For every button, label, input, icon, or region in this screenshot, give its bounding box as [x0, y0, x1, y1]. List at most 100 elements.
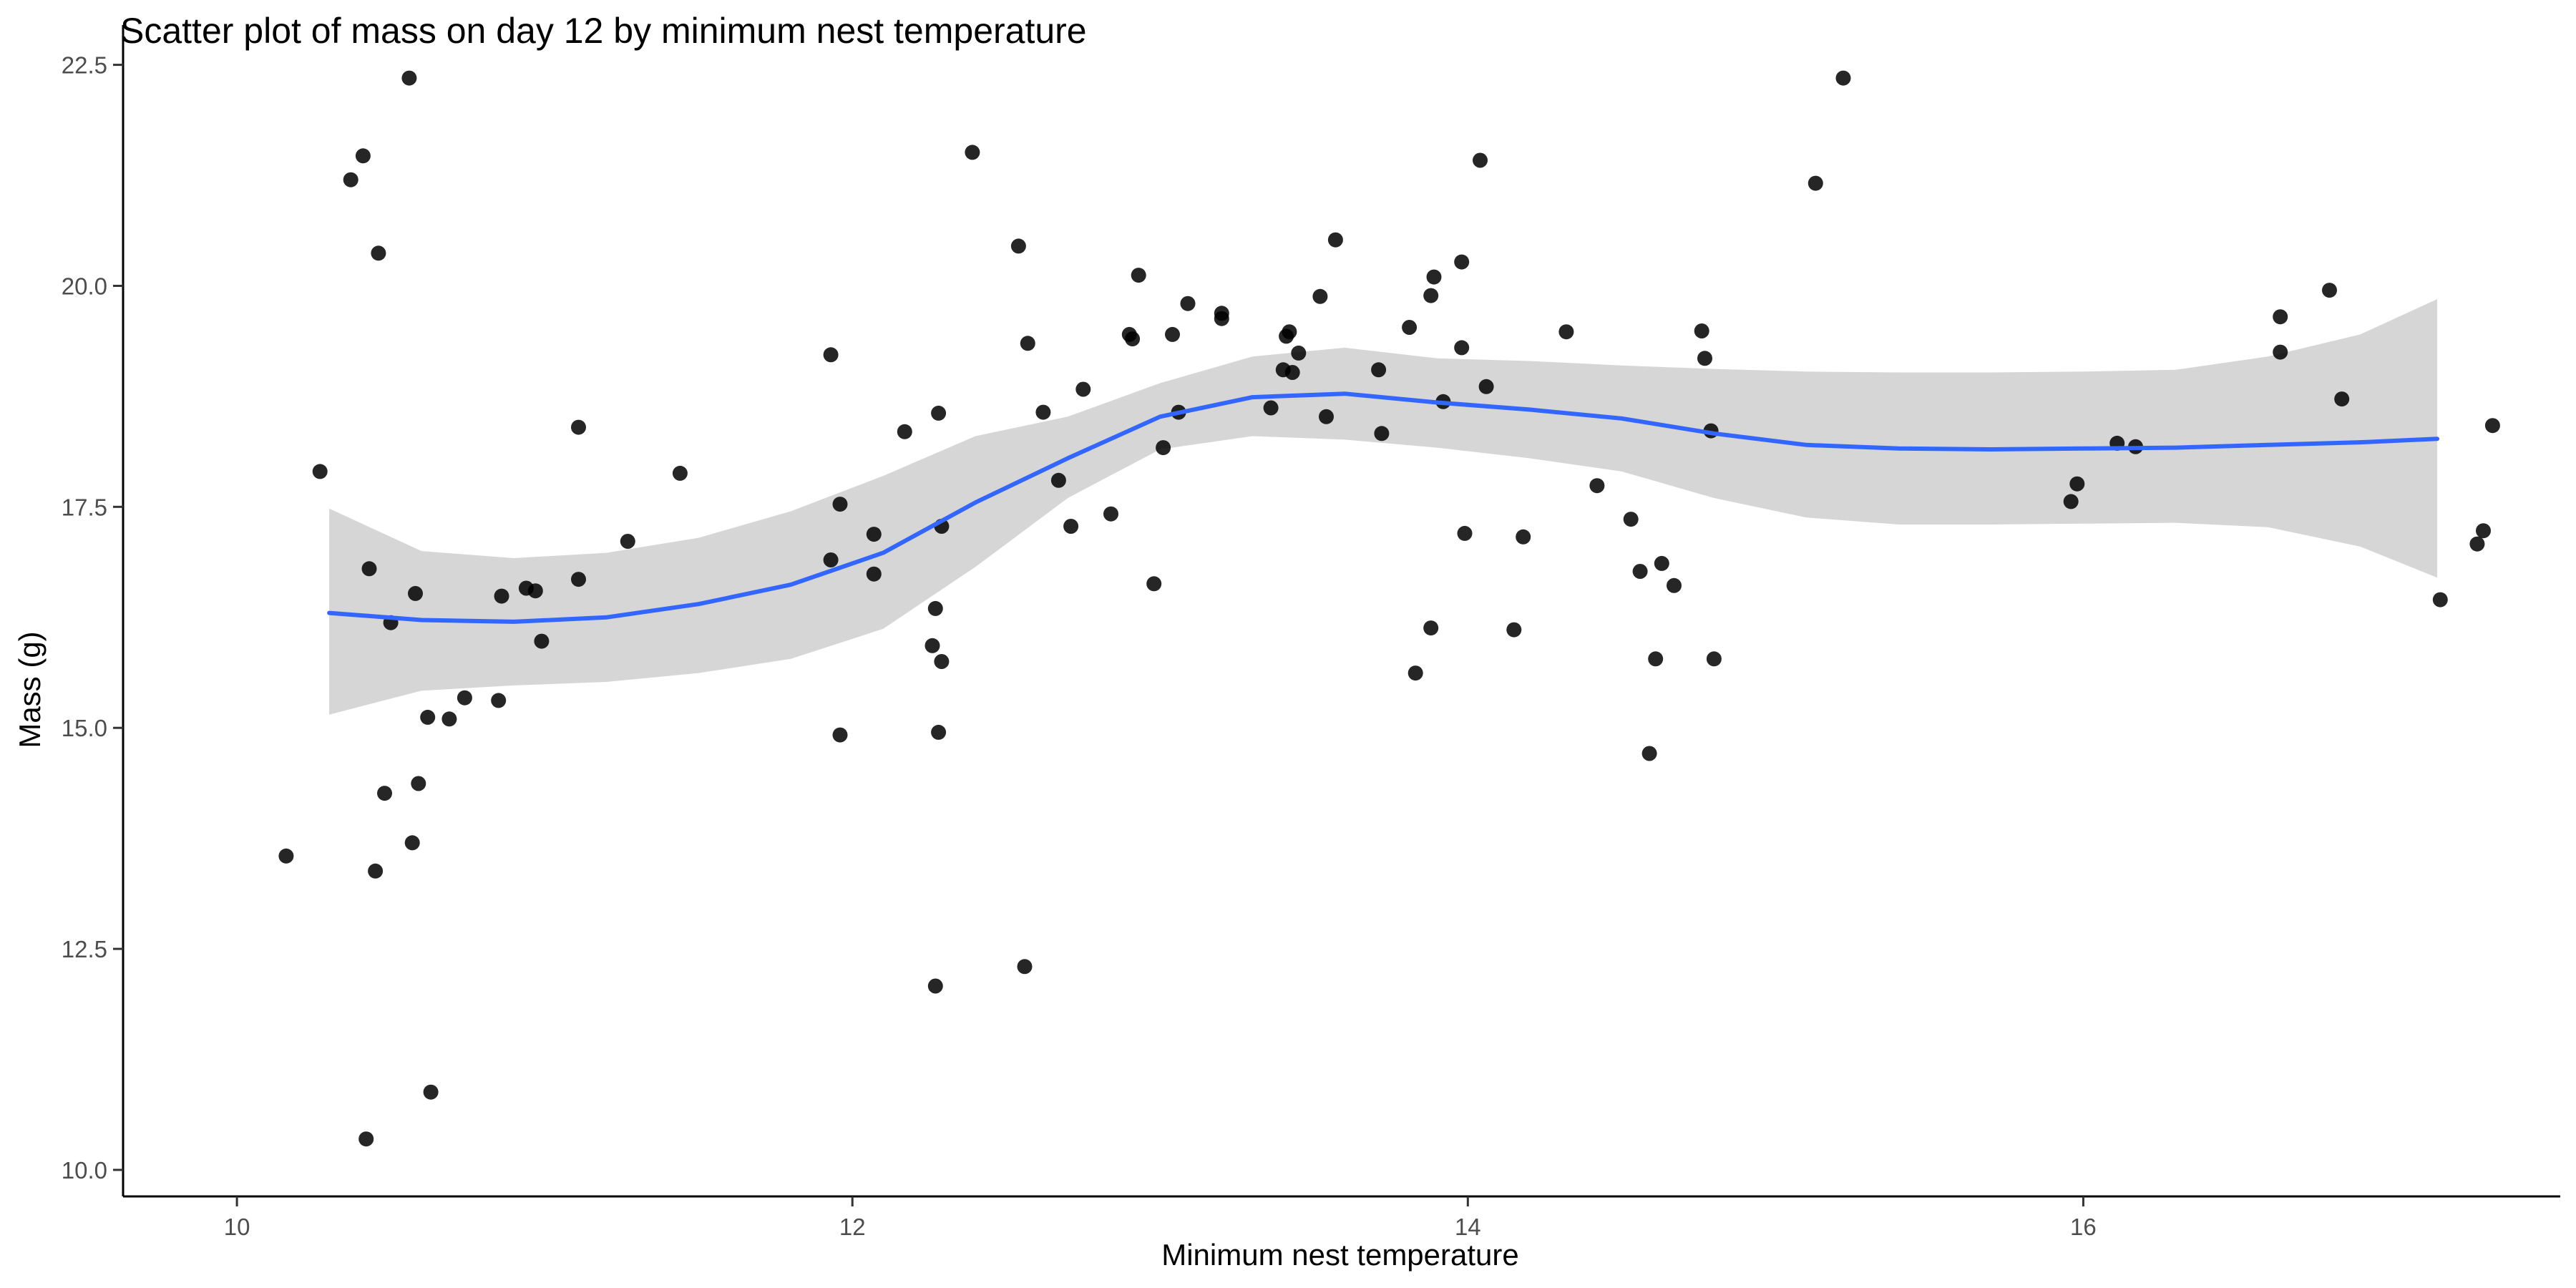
- data-point: [1291, 345, 1307, 361]
- data-point: [1402, 320, 1418, 335]
- data-point: [1050, 472, 1066, 488]
- data-point: [1706, 651, 1722, 667]
- x-tick-label: 10: [224, 1214, 250, 1240]
- data-point: [441, 711, 457, 727]
- data-point: [404, 835, 420, 851]
- data-point: [377, 786, 392, 801]
- data-point: [355, 148, 371, 164]
- data-point: [1835, 70, 1851, 86]
- data-point: [927, 978, 943, 994]
- data-point: [1457, 525, 1473, 541]
- data-point: [457, 690, 472, 706]
- data-point: [1558, 324, 1574, 340]
- data-point: [1214, 311, 1229, 326]
- data-point: [1667, 577, 1682, 593]
- data-point: [1473, 152, 1488, 168]
- data-point: [2063, 494, 2079, 509]
- x-axis-label: Minimum nest temperature: [1161, 1238, 1519, 1272]
- data-point: [1694, 323, 1709, 338]
- data-point: [1506, 622, 1522, 638]
- data-point: [2476, 523, 2491, 539]
- data-point: [571, 572, 586, 587]
- data-point: [672, 465, 688, 481]
- y-tick-label: 22.5: [62, 52, 107, 79]
- data-point: [924, 638, 940, 653]
- data-point: [927, 600, 943, 616]
- data-point: [1478, 379, 1494, 394]
- data-point: [1075, 381, 1091, 397]
- data-point: [534, 633, 550, 649]
- data-point: [1156, 440, 1171, 456]
- data-point: [866, 527, 882, 542]
- data-point: [866, 566, 882, 582]
- data-point: [1423, 620, 1439, 636]
- data-point: [1407, 665, 1423, 681]
- data-point: [832, 727, 848, 743]
- confidence-band: [329, 299, 2437, 715]
- data-point: [491, 693, 507, 708]
- data-point: [1312, 288, 1328, 304]
- data-point: [423, 1084, 439, 1100]
- smooth-line: [327, 391, 2439, 624]
- y-tick-label: 15.0: [62, 715, 107, 741]
- data-point: [571, 419, 586, 435]
- data-point: [1426, 269, 1442, 285]
- data-point: [358, 1131, 374, 1147]
- data-point: [2432, 592, 2448, 608]
- data-point: [1423, 288, 1439, 303]
- data-point: [1516, 529, 1531, 545]
- data-point: [1454, 340, 1470, 356]
- data-point: [1327, 232, 1343, 248]
- data-point: [1010, 238, 1026, 254]
- data-point: [1146, 576, 1162, 592]
- data-point: [1284, 365, 1300, 380]
- data-point: [1263, 400, 1279, 416]
- data-point: [420, 709, 436, 725]
- data-point: [1180, 296, 1196, 311]
- data-point: [897, 424, 912, 439]
- data-point: [1035, 404, 1051, 420]
- y-tick-label: 12.5: [62, 936, 107, 962]
- y-tick-label: 20.0: [62, 273, 107, 299]
- data-point: [2273, 309, 2288, 325]
- data-point: [931, 405, 947, 421]
- y-tick-label: 17.5: [62, 494, 107, 520]
- data-point: [1282, 324, 1297, 340]
- x-tick-label: 16: [2070, 1214, 2097, 1240]
- data-point: [1648, 651, 1664, 667]
- x-axis-ticks: 10 12 14 16: [224, 1196, 2097, 1240]
- data-point: [2334, 391, 2350, 407]
- data-point: [1131, 268, 1146, 283]
- data-point: [1641, 746, 1657, 761]
- data-point: [823, 347, 839, 363]
- data-point: [2069, 476, 2085, 492]
- data-point: [1319, 409, 1334, 424]
- data-point: [2469, 536, 2485, 552]
- data-point: [965, 145, 980, 160]
- data-point: [312, 464, 328, 479]
- data-point: [408, 585, 423, 601]
- data-point: [1374, 426, 1390, 441]
- data-point: [343, 172, 358, 187]
- data-point: [2322, 283, 2337, 298]
- data-point: [1589, 478, 1605, 494]
- data-point: [1697, 351, 1712, 366]
- data-point: [1017, 959, 1033, 975]
- data-point: [832, 497, 848, 512]
- data-point: [620, 534, 635, 549]
- data-point: [1632, 564, 1648, 579]
- data-point: [1623, 512, 1639, 527]
- plot-area: [278, 70, 2500, 1147]
- data-point: [931, 724, 947, 740]
- data-point: [527, 583, 543, 599]
- data-points: [278, 70, 2500, 1147]
- data-point: [823, 552, 839, 567]
- y-tick-label: 10.0: [62, 1157, 107, 1184]
- data-point: [1020, 336, 1035, 351]
- data-point: [1103, 506, 1118, 522]
- x-tick-label: 14: [1455, 1214, 1481, 1240]
- data-point: [2484, 418, 2500, 434]
- data-point: [494, 588, 509, 604]
